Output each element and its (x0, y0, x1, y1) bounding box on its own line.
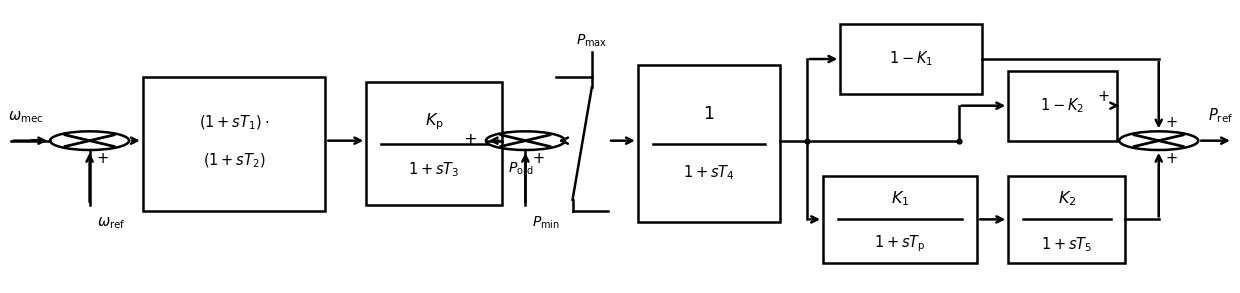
Text: $-$: $-$ (27, 131, 41, 148)
Text: $1+sT_5$: $1+sT_5$ (1042, 235, 1092, 253)
Bar (1008, 176, 1126, 263)
Bar (1008, 71, 1117, 141)
Text: $+$: $+$ (532, 152, 544, 166)
Text: $1$: $1$ (703, 106, 714, 123)
Text: $1+sT_{\rm p}$: $1+sT_{\rm p}$ (874, 234, 926, 255)
Bar (823, 176, 977, 263)
Text: $1-K_2$: $1-K_2$ (1040, 96, 1085, 115)
Text: $\omega_{\rm mec}$: $\omega_{\rm mec}$ (9, 109, 43, 125)
Bar (366, 82, 502, 205)
Text: $P_{\rm min}$: $P_{\rm min}$ (532, 215, 559, 231)
Text: $K_2$: $K_2$ (1058, 190, 1076, 208)
Text: $+$: $+$ (95, 152, 108, 166)
Bar (143, 76, 325, 211)
Text: $(1+sT_2)$: $(1+sT_2)$ (202, 152, 265, 170)
Text: $K_1$: $K_1$ (890, 190, 909, 208)
Bar (637, 65, 780, 222)
Text: $+$: $+$ (1164, 152, 1178, 166)
Text: $1+sT_4$: $1+sT_4$ (683, 163, 734, 182)
Text: $P_{\rm max}$: $P_{\rm max}$ (577, 33, 608, 49)
Text: $(1+sT_1)\cdot$: $(1+sT_1)\cdot$ (198, 114, 269, 132)
Text: $K_{\rm p}$: $K_{\rm p}$ (424, 111, 444, 132)
Text: $P_{\rm ord}$: $P_{\rm ord}$ (508, 161, 533, 178)
Text: $1+sT_3$: $1+sT_3$ (408, 161, 460, 179)
Text: $P_{\rm ref}$: $P_{\rm ref}$ (1208, 106, 1234, 125)
Text: $\omega_{\rm ref}$: $\omega_{\rm ref}$ (97, 215, 125, 231)
Text: $+$: $+$ (1164, 116, 1178, 130)
Text: $1-K_1$: $1-K_1$ (889, 50, 934, 68)
Text: $+$: $+$ (1096, 90, 1110, 104)
Text: $+$: $+$ (464, 131, 477, 148)
Bar (841, 24, 982, 94)
